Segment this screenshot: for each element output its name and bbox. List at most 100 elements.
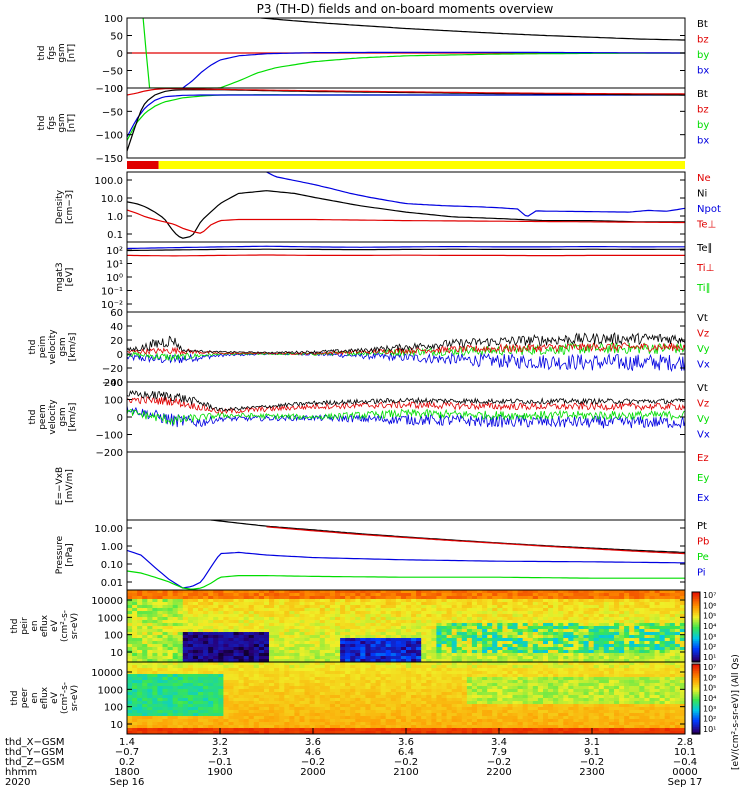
spectrogram-cell [370, 635, 377, 639]
spectrogram-cell [608, 617, 615, 621]
spectrogram-cell [319, 695, 326, 699]
spectrogram-cell [253, 710, 260, 714]
spectrogram-cell [543, 698, 549, 702]
spectrogram-cell [309, 623, 316, 627]
spectrogram-cell [416, 716, 422, 720]
spectrogram-cell [284, 599, 290, 603]
spectrogram-cell [233, 629, 240, 633]
spectrogram-cell [218, 593, 224, 597]
spectrogram-cell [426, 689, 432, 693]
spectrogram-cell [395, 656, 402, 660]
spectrogram-cell [487, 728, 493, 732]
spectrogram-cell [299, 683, 306, 687]
spectrogram-cell [294, 719, 301, 723]
spectrogram-cell [400, 716, 407, 720]
spectrogram-cell [477, 611, 483, 615]
spectrogram-cell [147, 665, 153, 669]
spectrogram-cell [517, 611, 524, 615]
spectrogram-cell [182, 638, 189, 642]
spectrogram-cell [553, 713, 559, 717]
spectrogram-cell [243, 704, 250, 708]
spectrogram-cell [198, 695, 204, 699]
spectrogram-cell [335, 722, 341, 726]
spectrogram-cell [466, 632, 473, 636]
spectrogram-cell [324, 719, 331, 723]
spectrogram-cell [314, 620, 321, 624]
spectrogram-cell [659, 650, 666, 654]
spectrogram-cell [294, 608, 301, 612]
spectrogram-cell [243, 656, 250, 660]
spectrogram-cell [532, 668, 539, 672]
spectrogram-cell [187, 692, 194, 696]
spectrogram-cell [177, 713, 184, 717]
spectrogram-cell [380, 707, 387, 711]
spectrogram-cell [487, 656, 493, 660]
spectrogram-cell [274, 626, 280, 630]
spectrogram-cell [177, 614, 184, 618]
spectrogram-cell [314, 728, 321, 732]
spectrogram-cell [461, 614, 468, 618]
spectrogram-cell [360, 713, 366, 717]
spectrogram-cell [299, 689, 306, 693]
spectrogram-cell [431, 653, 438, 657]
spectrogram-cell [177, 617, 184, 621]
spectrogram-cell [548, 647, 554, 651]
spectrogram-cell [634, 653, 640, 657]
spectrogram-cell [243, 605, 250, 609]
spectrogram-cell [289, 686, 295, 690]
spectrogram-cell [324, 677, 331, 681]
spectrogram-cell [426, 653, 432, 657]
spectrogram-cell [187, 617, 194, 621]
spectrogram-cell [233, 617, 240, 621]
spectrogram-cell [446, 677, 453, 681]
spectrogram-cell [289, 638, 295, 642]
spectrogram-cell [329, 731, 336, 734]
spectrogram-cell [649, 644, 656, 648]
spectrogram-cell [532, 701, 539, 705]
spectrogram-cell [548, 611, 554, 615]
spectrogram-cell [279, 710, 285, 714]
spectrogram-cell [243, 593, 250, 597]
spectrogram-cell [608, 620, 615, 624]
spectrogram-cell [390, 731, 397, 734]
spectrogram-cell [299, 692, 306, 696]
spectrogram-cell [157, 626, 164, 630]
spectrogram-cell [629, 602, 635, 606]
spectrogram-cell [416, 638, 422, 642]
spectrogram-cell [132, 731, 138, 734]
spectrogram-cell [314, 656, 321, 660]
spectrogram-cell [228, 611, 235, 615]
spectrogram-cell [568, 686, 574, 690]
spectrogram-cell [309, 668, 316, 672]
spectrogram-cell [365, 674, 372, 678]
spectrogram-cell [335, 713, 341, 717]
spectrogram-cell [329, 659, 336, 662]
spectrogram-cell [132, 626, 138, 630]
spectrogram-cell [583, 596, 590, 600]
spectrogram-cell [289, 623, 295, 627]
spectrogram-cell [319, 674, 326, 678]
spectrogram-cell [228, 695, 235, 699]
spectrogram-cell [127, 671, 133, 675]
spectrogram-cell [477, 689, 483, 693]
spectrogram-cell [406, 704, 412, 708]
spectrogram-cell [477, 707, 483, 711]
spectrogram-cell [264, 632, 270, 636]
spectrogram-cell [522, 728, 529, 732]
spectrogram-cell [299, 626, 306, 630]
spectrogram-cell [431, 650, 438, 654]
spectrogram-cell [355, 728, 361, 732]
spectrogram-cell [512, 701, 519, 705]
spectrogram-cell [482, 635, 488, 639]
spectrogram-cell [147, 668, 153, 672]
spectrogram-cell [345, 623, 351, 627]
spectrogram-cell [233, 722, 240, 726]
spectrogram-cell [436, 647, 443, 651]
spectrogram-cell [492, 695, 498, 699]
spectrogram-cell [365, 659, 372, 662]
spectrogram-cell [563, 602, 569, 606]
spectrogram-cell [208, 695, 214, 699]
spectrogram-cell [340, 641, 346, 645]
spectrogram-cell [573, 659, 580, 662]
spectrogram-cell [213, 725, 219, 729]
